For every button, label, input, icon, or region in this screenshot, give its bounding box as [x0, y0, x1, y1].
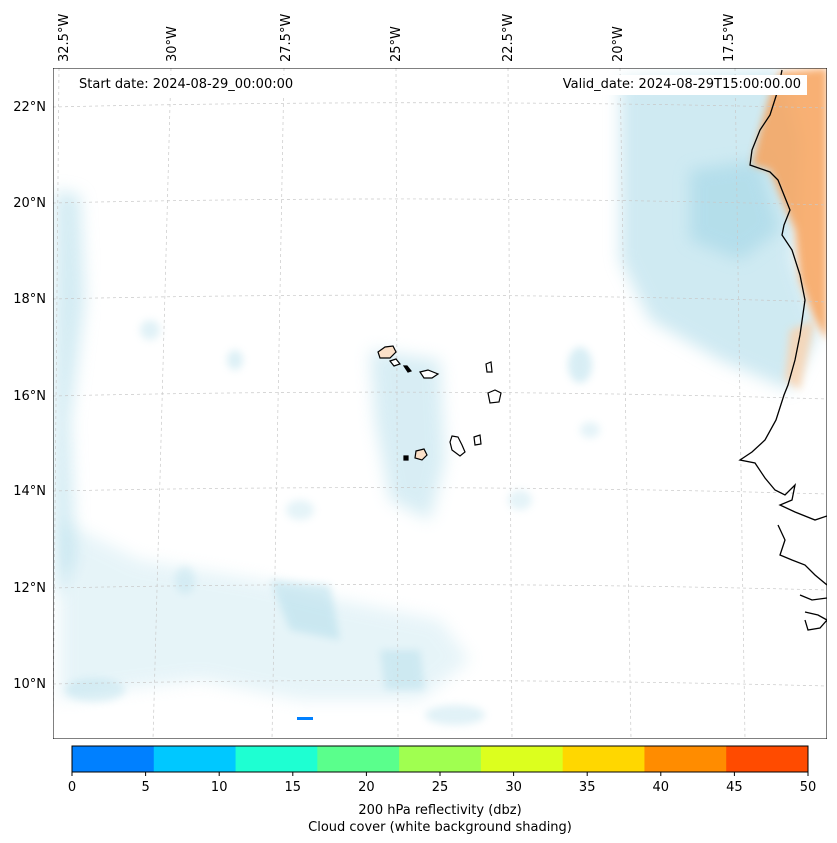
lat-label: 16°N — [13, 389, 46, 404]
colorbar-tick-label: 0 — [68, 780, 76, 795]
lat-label: 12°N — [13, 581, 46, 596]
gridlines — [53, 68, 827, 739]
island-fogo — [414, 448, 428, 461]
colorbar-tick-label: 35 — [579, 780, 596, 795]
colorbar-swatch — [644, 746, 727, 772]
island-maio — [473, 434, 482, 446]
island-brava — [403, 455, 409, 461]
colorbar-swatch — [399, 746, 482, 772]
lon-label: 32.5°W — [57, 14, 72, 62]
colorbar-swatch — [235, 746, 318, 772]
valid-date-label: Valid_date: 2024-08-29T15:00:00.00 — [556, 75, 807, 95]
colorbar-tick-label: 5 — [141, 780, 149, 795]
colorbar-swatches — [72, 746, 809, 772]
lat-label: 10°N — [13, 677, 46, 692]
colorbar-subtitle: Cloud cover (white background shading) — [308, 820, 572, 835]
cape-verde-islands — [377, 345, 502, 461]
latitude-labels: 22°N 20°N 18°N 16°N 14°N 12°N 10°N — [13, 100, 46, 692]
colorbar-swatch — [562, 746, 645, 772]
colorbar-tick-label: 15 — [285, 780, 302, 795]
colorbar-tick-label: 10 — [211, 780, 228, 795]
island-santiago — [449, 435, 466, 457]
longitude-labels: 32.5°W 30°W 27.5°W 25°W 22.5°W 20°W 17.5… — [57, 14, 737, 62]
lon-label: 17.5°W — [722, 14, 737, 62]
lat-label: 18°N — [13, 292, 46, 307]
lon-label: 22.5°W — [501, 14, 516, 62]
map-area — [53, 68, 827, 739]
colorbar: 0 5 10 15 20 25 30 35 40 45 50 200 hPa reflectivit… — [68, 745, 816, 835]
lon-label: 25°W — [389, 26, 404, 62]
island-sao-vicente — [388, 358, 402, 367]
colorbar-swatch — [726, 746, 809, 772]
colorbar-title: 200 hPa reflectivity (dbz) — [358, 803, 521, 818]
colorbar-tick-label: 30 — [505, 780, 522, 795]
island-boa-vista — [487, 389, 502, 404]
lon-label: 30°W — [165, 26, 180, 62]
lon-label: 20°W — [611, 26, 626, 62]
island-santo-antao — [377, 345, 397, 359]
island-santa-luzia — [402, 365, 413, 373]
island-sao-nicolau — [419, 369, 440, 379]
colorbar-swatch — [317, 746, 400, 772]
reflectivity-spot — [297, 717, 313, 720]
coastline — [738, 69, 827, 631]
cloud-cover-shading — [53, 70, 820, 725]
colorbar-swatch — [72, 746, 155, 772]
colorbar-tick-label: 40 — [653, 780, 670, 795]
lat-label: 20°N — [13, 196, 46, 211]
start-date-label: Start date: 2024-08-29_00:00:00 — [73, 75, 300, 95]
colorbar-ticks: 0 5 10 15 20 25 30 35 40 45 50 — [68, 772, 816, 795]
colorbar-tick-label: 50 — [800, 780, 817, 795]
reflectivity-shading — [297, 68, 827, 720]
lat-label: 22°N — [13, 100, 46, 115]
colorbar-swatch — [153, 746, 237, 772]
lat-label: 14°N — [13, 484, 46, 499]
colorbar-swatch — [480, 746, 564, 772]
lon-label: 27.5°W — [279, 14, 294, 62]
island-sal — [485, 361, 493, 373]
colorbar-tick-label: 45 — [726, 780, 743, 795]
colorbar-tick-label: 20 — [358, 780, 375, 795]
colorbar-tick-label: 25 — [432, 780, 449, 795]
